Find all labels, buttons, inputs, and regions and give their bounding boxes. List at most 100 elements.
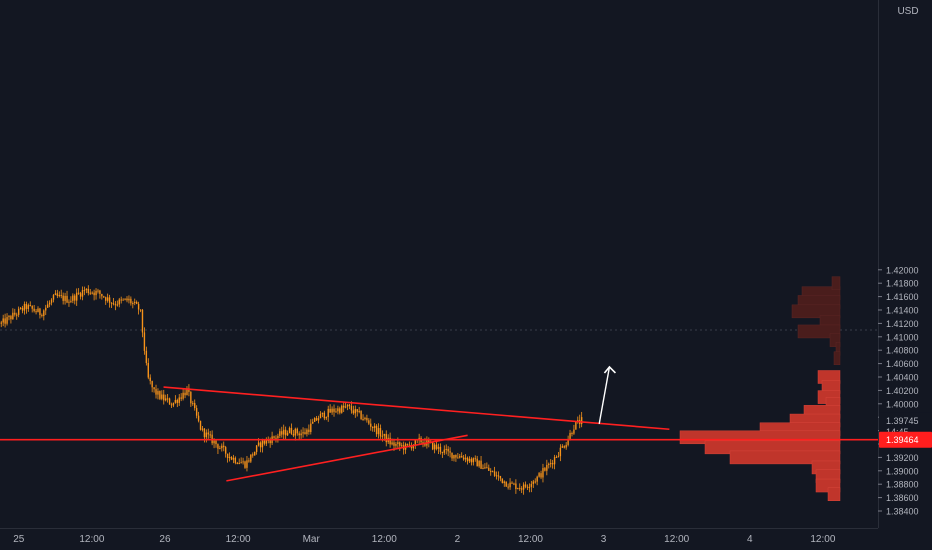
candle-body xyxy=(522,484,525,490)
candle-body xyxy=(197,415,200,421)
level-price-value: 1.39464 xyxy=(886,435,919,445)
candle-body xyxy=(194,403,196,409)
candle-body xyxy=(372,426,374,429)
candle-body xyxy=(491,471,494,473)
candle-body xyxy=(356,409,358,412)
candle-body xyxy=(89,292,91,294)
candle-body xyxy=(62,295,64,301)
candle-body xyxy=(551,463,554,465)
candle-body xyxy=(95,290,97,296)
candle-body xyxy=(310,423,312,433)
price-tick-label: 1.41000 xyxy=(886,332,919,342)
candle-body xyxy=(553,457,556,465)
candle-body xyxy=(313,418,316,422)
time-tick-label: 12:00 xyxy=(226,534,251,545)
candle-body xyxy=(290,427,293,434)
candle-body xyxy=(511,482,513,484)
candle-body xyxy=(68,301,70,303)
candle-body xyxy=(513,483,515,485)
candle-body xyxy=(265,439,268,444)
candle-body xyxy=(134,301,136,303)
time-axis[interactable]: 25 12:00 26 12:00 Mar 12:00 2 12:00 3 12:00 4 12:00 xyxy=(0,528,932,550)
candle-body xyxy=(29,305,31,307)
candle-body xyxy=(106,297,109,301)
candle-body xyxy=(381,435,384,437)
candle-body xyxy=(253,451,256,456)
candle-body xyxy=(317,418,320,421)
candle-body xyxy=(507,486,509,488)
candle-body xyxy=(103,296,105,298)
candle-body xyxy=(435,444,438,449)
candle-body xyxy=(561,446,564,448)
candle-body xyxy=(466,457,469,462)
candle-body xyxy=(292,433,295,436)
price-tick-label: 1.41400 xyxy=(886,306,919,316)
candle-body xyxy=(342,405,345,408)
candle-body xyxy=(325,417,327,419)
candle-body xyxy=(346,404,349,407)
candle-body xyxy=(223,445,225,448)
candle-body xyxy=(532,481,534,484)
candle-body xyxy=(60,295,62,297)
candle-body xyxy=(213,440,215,444)
candle-body xyxy=(497,475,500,477)
candle-body xyxy=(114,304,117,306)
candle-body xyxy=(575,421,577,430)
candle-body xyxy=(304,432,306,435)
candle-body xyxy=(157,391,159,395)
candle-body xyxy=(559,447,562,457)
candle-body xyxy=(186,388,188,396)
last-price-value: 1.39745 xyxy=(886,416,919,426)
candle-body xyxy=(234,457,237,463)
candle-body xyxy=(457,457,459,459)
price-axis[interactable]: 1.38400 1.38600 1.38800 1.39000 1.39200 1.394… xyxy=(878,0,932,550)
currency-label: USD xyxy=(897,6,918,17)
candle-body xyxy=(312,421,314,424)
candle-body xyxy=(112,303,115,305)
candle-body xyxy=(540,473,542,478)
candle-body xyxy=(308,429,310,433)
candle-body xyxy=(323,412,326,419)
trendline-upper xyxy=(163,386,670,431)
candle-body xyxy=(164,398,167,401)
arrow-head xyxy=(603,365,617,374)
candle-body xyxy=(25,303,28,309)
candle-body xyxy=(406,443,409,445)
price-tick-label: 1.38600 xyxy=(886,493,919,503)
candle-body xyxy=(327,408,329,418)
candle-body xyxy=(451,452,453,459)
candle-body xyxy=(339,408,341,413)
candle-body xyxy=(294,428,297,436)
candle-body xyxy=(97,290,99,292)
candle-body xyxy=(284,429,287,436)
candle-body xyxy=(8,316,10,318)
candle-body xyxy=(37,308,39,313)
candle-body xyxy=(159,391,161,399)
candle-body xyxy=(519,488,521,490)
candle-body xyxy=(151,381,153,388)
candle-body xyxy=(172,402,175,406)
candle-body xyxy=(300,433,302,436)
candle-body xyxy=(14,312,16,315)
candle-body xyxy=(478,460,480,467)
candle-body xyxy=(0,322,2,324)
candle-body xyxy=(58,295,60,297)
candle-body xyxy=(207,432,209,435)
candle-body xyxy=(244,461,246,468)
candle-body xyxy=(565,444,567,448)
time-tick-label: 3 xyxy=(601,534,607,545)
candle-body xyxy=(443,449,445,453)
candle-body xyxy=(333,408,335,412)
candle-body xyxy=(221,445,223,449)
candle-body xyxy=(118,299,120,305)
candle-body xyxy=(27,305,30,309)
candle-body xyxy=(486,467,488,469)
time-tick-label: Mar xyxy=(303,534,321,545)
candle-body xyxy=(470,458,473,463)
price-tick-label: 1.39000 xyxy=(886,466,919,476)
volume-profile-bar xyxy=(729,450,841,465)
candle-body xyxy=(534,481,536,483)
candle-body xyxy=(509,482,511,488)
